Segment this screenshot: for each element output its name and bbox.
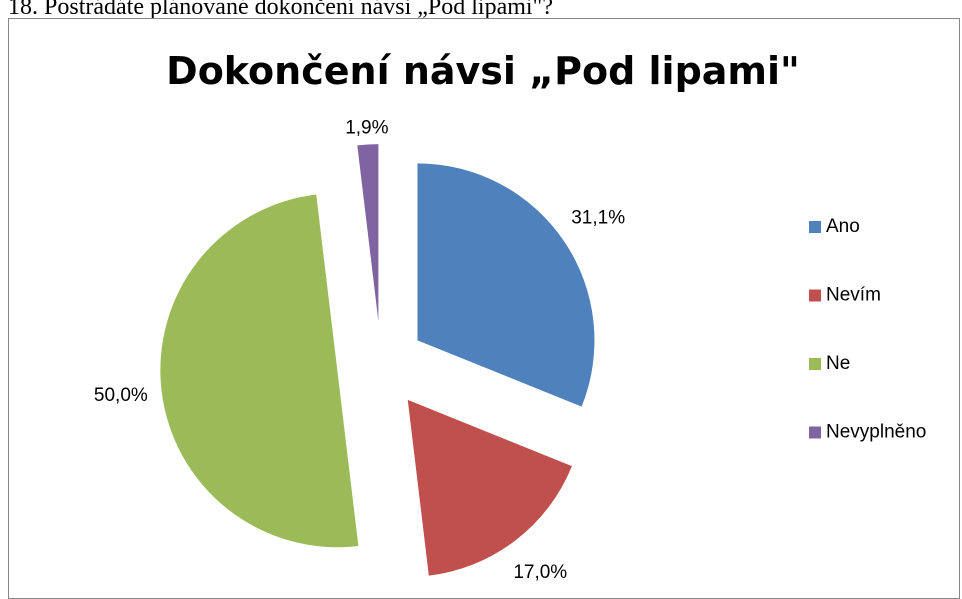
legend-label: Ne <box>826 353 850 374</box>
chart-title: Dokončení návsi „Pod lipami" <box>166 49 800 93</box>
legend-swatch <box>809 358 821 370</box>
data-label: 50,0% <box>94 385 148 406</box>
legend-label: Ano <box>826 216 860 237</box>
data-label: 31,1% <box>571 207 625 228</box>
data-label: 17,0% <box>513 562 567 583</box>
pie-slice <box>407 399 572 576</box>
legend-label: Nevyplněno <box>826 422 926 443</box>
pie-slice <box>417 163 595 407</box>
pie-slice <box>160 194 359 548</box>
data-label: 1,9% <box>345 117 388 138</box>
legend-swatch <box>809 221 821 233</box>
heading: 18. Postrádáte plánované dokončení návsi… <box>8 0 553 20</box>
pie-slice <box>357 144 379 322</box>
legend-label: Nevím <box>826 285 881 306</box>
legend-swatch <box>809 426 821 439</box>
legend-swatch <box>809 289 821 302</box>
